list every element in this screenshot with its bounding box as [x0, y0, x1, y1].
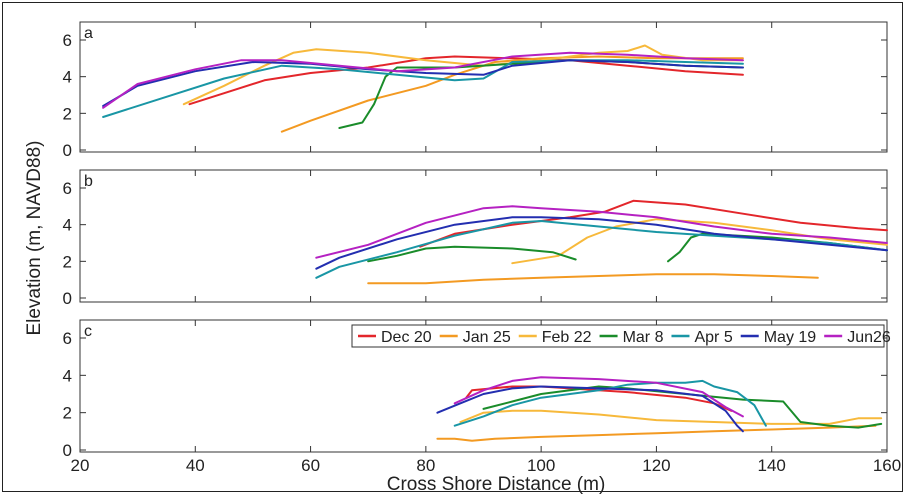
series-line-feb-22 — [459, 409, 883, 425]
panel-label: a — [84, 25, 93, 42]
y-tick-label: 4 — [63, 216, 72, 235]
y-tick-label: 0 — [63, 141, 72, 160]
x-tick-label: 40 — [186, 456, 205, 475]
x-tick-label: 160 — [873, 456, 901, 475]
y-tick-label: 2 — [63, 404, 72, 423]
y-tick-label: 6 — [63, 31, 72, 50]
x-tick-label: 60 — [301, 456, 320, 475]
y-tick-label: 2 — [63, 104, 72, 123]
legend-entry: Feb 22 — [542, 329, 592, 346]
legend: Dec 20 Jan 25 Feb 22 Mar 8 Apr 5 May 19 Jun26 — [351, 324, 891, 348]
series-line-dec-20 — [188, 55, 744, 106]
y-axis-label: Elevation (m, NAVD88) — [24, 141, 45, 336]
series-line-apr-5 — [102, 59, 744, 118]
y-tick-label: 4 — [63, 68, 72, 87]
panel-b-axes-box — [79, 169, 888, 303]
series-line-jun26 — [453, 376, 744, 418]
series-line-jun26 — [315, 205, 888, 259]
legend-entry: Dec 20 — [381, 329, 432, 346]
x-tick-label: 20 — [71, 456, 90, 475]
y-tick-label: 0 — [63, 441, 72, 460]
y-tick-label: 6 — [63, 179, 72, 198]
series-line-jan-25 — [436, 424, 877, 442]
legend-entry: Jan 25 — [463, 329, 511, 346]
panel-label: c — [84, 323, 92, 340]
y-tick-label: 0 — [63, 289, 72, 308]
x-tick-label: 120 — [642, 456, 670, 475]
panel-a-axes-box — [79, 21, 888, 153]
legend-entry: Apr 5 — [694, 329, 732, 346]
y-tick-label: 4 — [63, 366, 72, 385]
series-line-jan-25 — [367, 273, 819, 285]
panel-b: 0 2 4 6 b — [63, 169, 888, 308]
legend-entry: May 19 — [764, 329, 817, 346]
legend-box — [351, 324, 885, 348]
series-line-may-19 — [102, 59, 744, 107]
series-line-mar-8 — [367, 245, 577, 263]
series-line-may-19 — [436, 385, 744, 433]
y-tick-label: 6 — [63, 329, 72, 348]
x-tick-label: 140 — [758, 456, 786, 475]
legend-entry: Jun26 — [847, 329, 891, 346]
x-axis-label: Cross Shore Distance (m) — [387, 474, 606, 495]
legend-entry: Mar 8 — [623, 329, 664, 346]
series-line-may-19 — [315, 216, 888, 270]
y-tick-label: 2 — [63, 252, 72, 271]
series-line-jan-25 — [280, 55, 744, 133]
x-tick-label: 80 — [416, 456, 435, 475]
x-tick-label: 100 — [527, 456, 555, 475]
panel-a: 0 2 4 6 a — [63, 21, 888, 160]
panel-label: b — [84, 173, 93, 190]
series-line-jun26 — [102, 51, 744, 109]
